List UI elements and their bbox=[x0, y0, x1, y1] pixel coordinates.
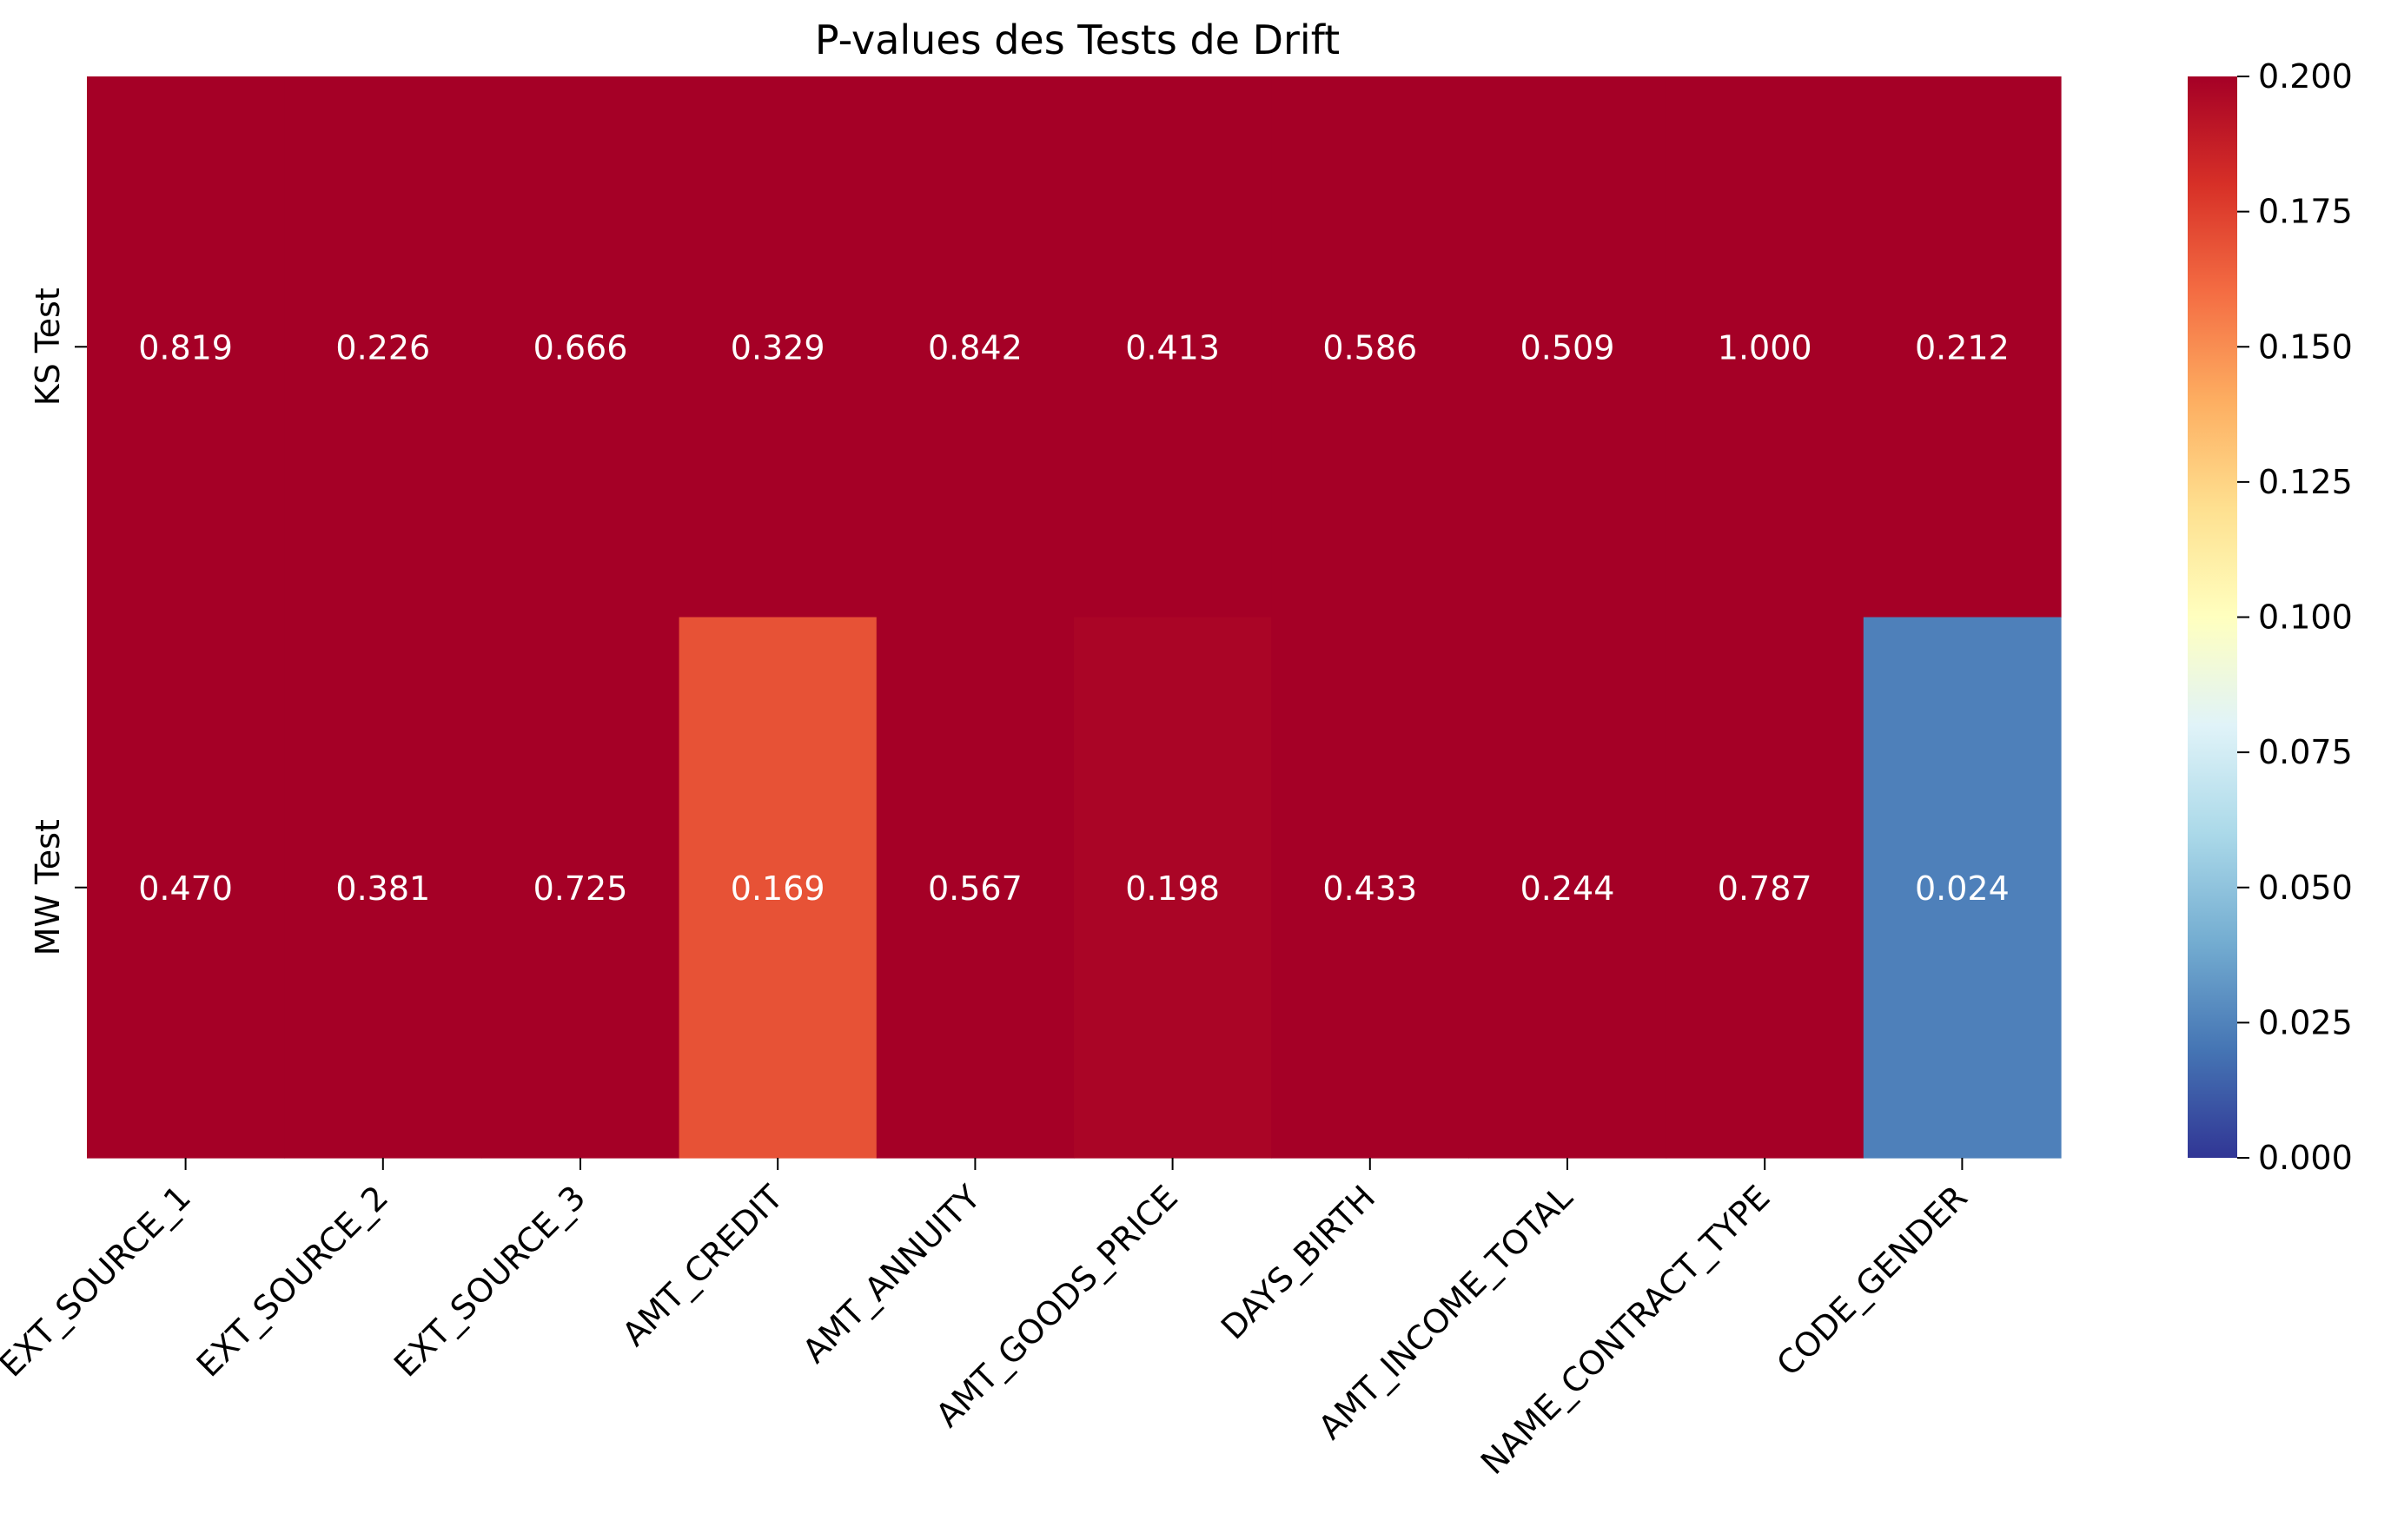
x-tick-label: AMT_ANNUITY bbox=[795, 1178, 988, 1371]
heatmap-cell bbox=[1666, 617, 1864, 1159]
cell-value-label: 0.198 bbox=[1125, 869, 1220, 908]
heatmap-cells bbox=[87, 76, 2062, 1159]
cell-value-label: 1.000 bbox=[1718, 328, 1812, 367]
heatmap-cell bbox=[1468, 76, 1667, 618]
cell-value-label: 0.024 bbox=[1915, 869, 2010, 908]
y-tick-label: KS Test bbox=[29, 288, 67, 406]
heatmap-cell bbox=[679, 617, 878, 1159]
cell-value-label: 0.787 bbox=[1718, 869, 1812, 908]
heatmap-cell bbox=[1666, 76, 1864, 618]
heatmap-cell bbox=[284, 617, 482, 1159]
colorbar-tick-label: 0.075 bbox=[2258, 733, 2353, 771]
x-tick-label: AMT_CREDIT bbox=[615, 1178, 791, 1354]
cell-value-label: 0.329 bbox=[731, 328, 825, 367]
heatmap-cell bbox=[876, 76, 1075, 618]
cell-value-label: 0.413 bbox=[1125, 328, 1220, 367]
colorbar-tick-label: 0.100 bbox=[2258, 598, 2353, 637]
x-tick-label: CODE_GENDER bbox=[1769, 1178, 1974, 1383]
cell-value-label: 0.212 bbox=[1915, 328, 2010, 367]
colorbar-tick-label: 0.025 bbox=[2258, 1003, 2353, 1041]
colorbar-tick-label: 0.175 bbox=[2258, 193, 2353, 231]
x-tick-label: EXT_SOURCE_3 bbox=[387, 1178, 593, 1384]
cell-value-label: 0.509 bbox=[1520, 328, 1615, 367]
heatmap-cell bbox=[87, 617, 285, 1159]
cell-value-label: 0.433 bbox=[1322, 869, 1417, 908]
heatmap-cell bbox=[679, 76, 878, 618]
x-tick-label: EXT_SOURCE_2 bbox=[189, 1178, 395, 1384]
heatmap-cell bbox=[284, 76, 482, 618]
heatmap-cell bbox=[1863, 617, 2062, 1159]
colorbar-tick-label: 0.050 bbox=[2258, 869, 2353, 907]
heatmap-cell bbox=[1074, 76, 1272, 618]
colorbar-tick-label: 0.200 bbox=[2258, 57, 2353, 96]
cell-value-label: 0.226 bbox=[335, 328, 430, 367]
cell-value-label: 0.819 bbox=[138, 328, 233, 367]
cell-value-label: 0.169 bbox=[731, 869, 825, 908]
cell-value-label: 0.567 bbox=[928, 869, 1023, 908]
heatmap-cell bbox=[481, 76, 680, 618]
heatmap-cell bbox=[87, 76, 285, 618]
x-tick-label: DAYS_BIRTH bbox=[1214, 1178, 1382, 1346]
cell-value-label: 0.381 bbox=[335, 869, 430, 908]
colorbar-tick-label: 0.150 bbox=[2258, 327, 2353, 366]
colorbar-gradient bbox=[2188, 76, 2237, 1158]
heatmap-cell bbox=[1468, 617, 1667, 1159]
cell-value-label: 0.666 bbox=[533, 328, 628, 367]
heatmap-cell bbox=[1271, 617, 1469, 1159]
heatmap-cell bbox=[1271, 76, 1469, 618]
y-tick-label: MW Test bbox=[29, 819, 67, 955]
cell-value-label: 0.586 bbox=[1322, 328, 1417, 367]
heatmap-cell bbox=[1863, 76, 2062, 618]
colorbar: 0.000 0.025 0.050 0.075 0.100 0.125 0.150 0.175… bbox=[2188, 57, 2353, 1177]
colorbar-tick-label: 0.000 bbox=[2258, 1139, 2353, 1177]
colorbar-tick-label: 0.125 bbox=[2258, 463, 2353, 501]
heatmap-cell bbox=[1074, 617, 1272, 1159]
cell-value-label: 0.470 bbox=[138, 869, 233, 908]
x-tick-label: EXT_SOURCE_1 bbox=[0, 1178, 198, 1384]
heatmap-cell bbox=[481, 617, 680, 1159]
heatmap-cell bbox=[876, 617, 1075, 1159]
y-axis: KS Test MW Test bbox=[29, 288, 87, 955]
cell-annotations: 0.819 0.226 0.666 0.329 0.842 0.413 0.586 0.509… bbox=[138, 328, 2010, 908]
cell-value-label: 0.842 bbox=[928, 328, 1023, 367]
cell-value-label: 0.725 bbox=[533, 869, 628, 908]
chart-title: P-values des Tests de Drift bbox=[815, 17, 1340, 63]
cell-value-label: 0.244 bbox=[1520, 869, 1615, 908]
